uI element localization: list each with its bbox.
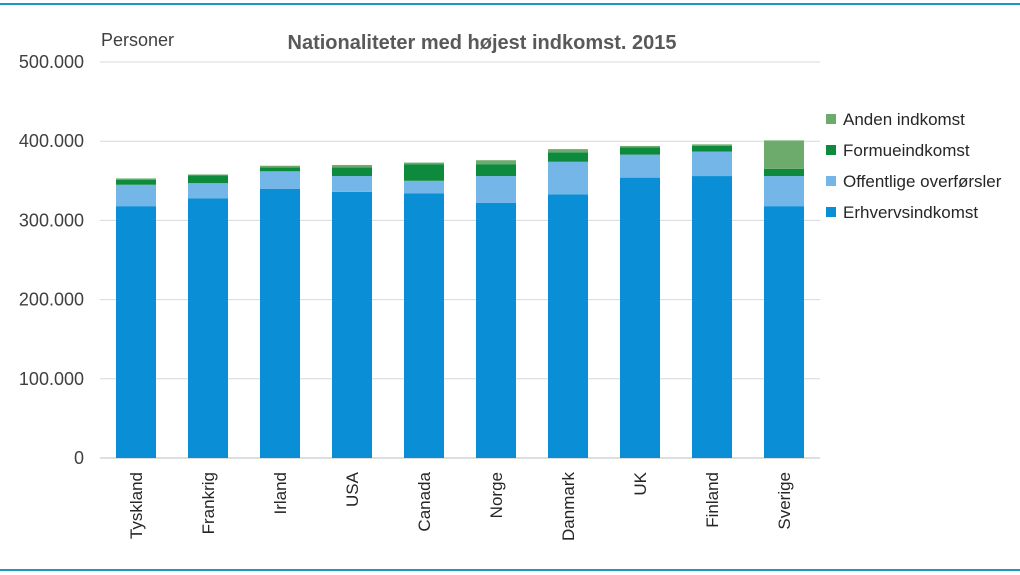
x-tick-label: Danmark (559, 472, 578, 541)
x-tick-label: UK (631, 471, 650, 495)
bar-segment (476, 176, 516, 203)
y-tick-label: 0 (74, 448, 84, 468)
x-tick-label: Norge (487, 472, 506, 518)
legend: Anden indkomst Formueindkomst Offentlige o… (826, 110, 1002, 222)
bar-segment (692, 145, 732, 152)
bar-segment (188, 175, 228, 184)
bar-segment (764, 140, 804, 169)
bars (116, 140, 804, 459)
bar-segment (620, 145, 660, 148)
x-tick-label: USA (343, 471, 362, 507)
x-tick-label: Irland (271, 472, 290, 515)
y-tick-label: 300.000 (19, 210, 84, 230)
bar-segment (548, 149, 588, 153)
y-tick-label: 200.000 (19, 290, 84, 310)
bar-segment (116, 184, 156, 207)
legend-label: Erhvervsindkomst (843, 203, 978, 222)
bar-segment (260, 165, 300, 168)
bar-segment (476, 202, 516, 458)
bar-segment (548, 161, 588, 195)
legend-swatch (826, 114, 836, 124)
bar-segment (620, 147, 660, 155)
x-tick-labels: Tyskland Frankrig Irland USA Canada Norge Danm… (127, 471, 794, 541)
bottom-rule (0, 569, 1020, 571)
bar-segment (764, 206, 804, 458)
chart-title: Nationaliteter med højest indkomst. 2015 (288, 32, 677, 54)
bar-segment (404, 180, 444, 194)
bar-segment (692, 144, 732, 146)
bar-segment (332, 191, 372, 458)
bar-segment (764, 168, 804, 177)
legend-swatch (826, 207, 836, 217)
bar-segment (692, 176, 732, 458)
y-tick-label: 400.000 (19, 131, 84, 151)
bar-segment (260, 171, 300, 189)
bar-segment (476, 164, 516, 177)
bar-segment (548, 194, 588, 458)
x-tick-label: Canada (415, 471, 434, 531)
bar-segment (692, 151, 732, 177)
bar-segment (116, 180, 156, 185)
bar-segment (332, 167, 372, 177)
bar-segment (116, 206, 156, 458)
bar-segment (260, 167, 300, 172)
bar-segment (188, 198, 228, 458)
legend-swatch (826, 145, 836, 155)
bar-segment (332, 164, 372, 168)
legend-label: Formueindkomst (843, 141, 970, 160)
bar-segment (620, 177, 660, 458)
legend-label: Anden indkomst (843, 110, 965, 129)
x-tick-label: Tyskland (127, 472, 146, 539)
bar-segment (116, 178, 156, 181)
bar-segment (404, 193, 444, 459)
x-tick-label: Finland (703, 472, 722, 528)
bar-segment (260, 188, 300, 458)
bar-segment (476, 160, 516, 165)
legend-swatch (826, 176, 836, 186)
bar-segment (548, 152, 588, 162)
y-tick-labels: 0 100.000 200.000 300.000 400.000 500.000 (19, 52, 84, 468)
bar-segment (404, 162, 444, 165)
bar-segment (404, 164, 444, 181)
x-tick-label: Frankrig (199, 472, 218, 534)
y-axis-label: Personer (101, 30, 174, 50)
bar-segment (188, 174, 228, 176)
x-tick-label: Sverige (775, 472, 794, 530)
bar-segment (188, 183, 228, 199)
legend-label: Offentlige overførsler (843, 172, 1002, 191)
top-rule (0, 3, 1020, 5)
y-tick-label: 500.000 (19, 52, 84, 72)
y-tick-label: 100.000 (19, 369, 84, 389)
bar-segment (620, 154, 660, 178)
bar-segment (332, 176, 372, 192)
bar-segment (764, 176, 804, 207)
